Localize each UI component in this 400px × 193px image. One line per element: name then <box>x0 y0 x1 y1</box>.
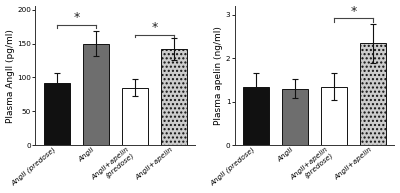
Y-axis label: Plasma apelin (ng/ml): Plasma apelin (ng/ml) <box>214 26 223 125</box>
Bar <box>282 89 308 145</box>
Text: *: * <box>350 5 357 18</box>
Bar <box>360 43 386 145</box>
Y-axis label: Plasma AngII (pg/ml): Plasma AngII (pg/ml) <box>6 29 14 123</box>
Bar <box>243 86 269 145</box>
Text: *: * <box>151 21 158 34</box>
Bar <box>83 43 108 145</box>
Bar <box>321 86 347 145</box>
Bar <box>161 49 186 145</box>
Bar <box>44 83 70 145</box>
Bar <box>122 88 148 145</box>
Text: *: * <box>73 11 80 24</box>
